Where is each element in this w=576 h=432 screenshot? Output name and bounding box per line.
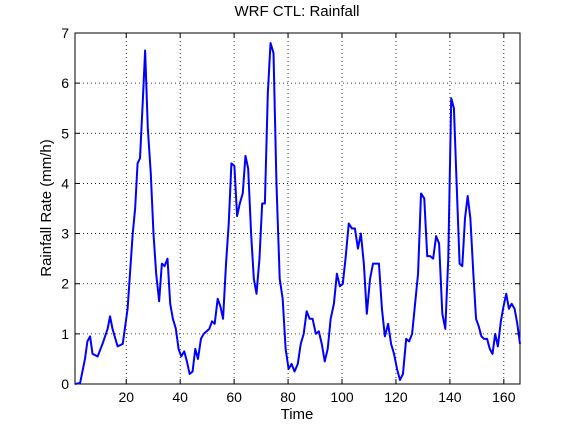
x-axis-label: Time [281, 406, 314, 423]
y-tick-label: 3 [61, 226, 69, 242]
y-tick-label: 4 [61, 175, 69, 191]
y-tick-label: 2 [61, 276, 69, 292]
plot-frame [74, 32, 521, 385]
x-tick-label: 140 [438, 389, 462, 405]
y-tick-label: 1 [61, 326, 69, 342]
x-tick-label: 80 [280, 389, 296, 405]
data-line [74, 42, 521, 385]
y-tick-label: 7 [61, 25, 69, 41]
x-tick-label: 40 [172, 389, 188, 405]
x-tick-label: 60 [226, 389, 242, 405]
x-tick-label: 120 [384, 389, 408, 405]
y-tick-label: 0 [61, 376, 69, 392]
y-tick-label: 6 [61, 75, 69, 91]
y-axis-label: Rainfall Rate (mm/h) [38, 139, 55, 277]
x-tick-label: 160 [492, 389, 516, 405]
chart-title: WRF CTL: Rainfall [234, 3, 359, 20]
x-tick-label: 20 [118, 389, 134, 405]
x-tick-label: 100 [330, 389, 354, 405]
y-tick-label: 5 [61, 125, 69, 141]
